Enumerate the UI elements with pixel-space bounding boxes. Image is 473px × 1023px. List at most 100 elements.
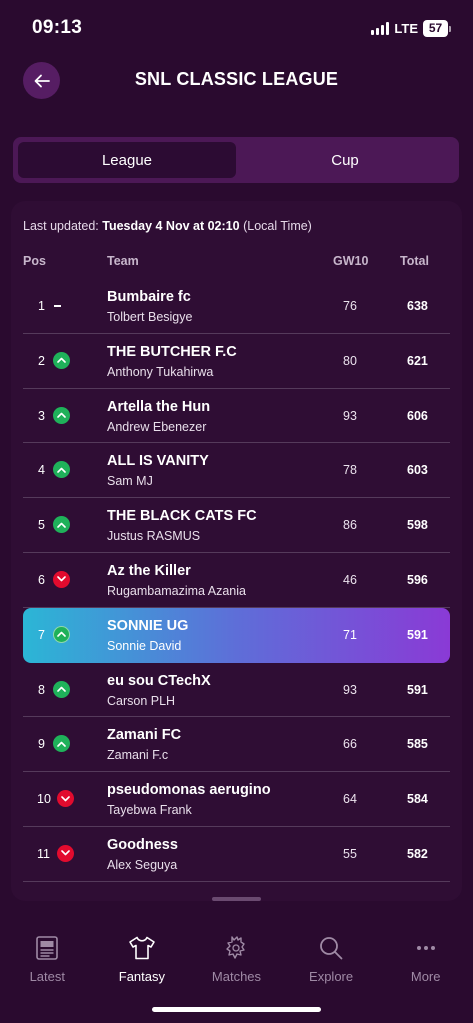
manager-name: Alex Seguya: [107, 857, 178, 872]
rank-position: 2: [38, 353, 45, 368]
total-points: 598: [407, 518, 428, 533]
last-updated-label: Last updated:: [23, 219, 99, 233]
manager-name: Tolbert Besigye: [107, 310, 193, 324]
table-row[interactable]: 4 ALL IS VANITY Sam MJ 78 603: [23, 443, 450, 499]
gameweek-points: 93: [343, 682, 357, 697]
table-row[interactable]: 5 THE BLACK CATS FC Justus RASMUS 86 598: [23, 498, 450, 553]
nav-fantasy[interactable]: Fantasy: [95, 925, 190, 995]
team-name: eu sou CTechX: [107, 672, 211, 689]
nav-more-label: More: [410, 969, 441, 984]
column-header-total: Total: [400, 254, 429, 268]
status-indicators: LTE 57: [371, 20, 451, 37]
rank-position: 4: [38, 463, 45, 478]
team-name: Az the Killer: [107, 562, 191, 579]
rank-position: 11: [37, 846, 50, 861]
rank-up-icon: [53, 516, 70, 534]
team-name: Zamani FC: [107, 727, 182, 744]
shirt-icon: [128, 935, 156, 961]
gameweek-points: 86: [343, 518, 357, 533]
total-points: 591: [407, 682, 428, 697]
team-name: Artella the Hun: [107, 398, 211, 415]
rank-up-icon: [53, 735, 70, 753]
team-name: Goodness: [107, 836, 178, 853]
nav-matches[interactable]: Matches: [189, 925, 284, 995]
manager-name: Justus RASMUS: [107, 529, 201, 544]
manager-name: Carson PLH: [107, 693, 176, 708]
status-bar: 09:13 LTE 57: [0, 0, 473, 56]
battery-level: 57: [423, 20, 448, 37]
manager-name: Sam MJ: [107, 474, 153, 489]
table-row[interactable]: 9 Zamani FC Zamani F.c 66 585: [23, 717, 450, 773]
tab-league[interactable]: League: [18, 142, 236, 178]
rank-up-icon: [53, 625, 70, 643]
rank-position: 9: [38, 737, 45, 752]
signal-icon: [371, 22, 390, 35]
last-updated: Last updated: Tuesday 4 Nov at 02:10 (Lo…: [23, 219, 312, 233]
gameweek-points: 71: [343, 627, 357, 642]
gameweek-points: 55: [343, 846, 357, 861]
total-points: 591: [407, 627, 428, 642]
total-points: 638: [407, 299, 428, 313]
column-header-pos: Pos: [23, 254, 46, 268]
table-row[interactable]: 11 Goodness Alex Seguya 55 582: [23, 827, 450, 882]
manager-name: Andrew Ebenezer: [107, 419, 207, 434]
status-time: 09:13: [32, 17, 83, 38]
rank-down-icon: [57, 790, 74, 808]
last-updated-value: Tuesday 4 Nov at 02:10: [102, 219, 240, 233]
team-name: pseudomonas aerugino: [107, 782, 271, 799]
table-row[interactable]: 10 pseudomonas aerugino Tayebwa Frank 64 584: [23, 772, 450, 827]
network-type: LTE: [394, 21, 418, 36]
rank-position: 7: [38, 627, 45, 642]
last-updated-suffix: (Local Time): [243, 219, 312, 233]
team-name: SONNIE UG: [107, 617, 189, 634]
table-row[interactable]: 2 THE BUTCHER F.C Anthony Tukahirwa 80 621: [23, 334, 450, 389]
rank-position: 1: [38, 299, 45, 313]
standings-card: [11, 201, 462, 901]
total-points: 584: [407, 792, 428, 807]
battery-icon: 57: [423, 20, 451, 37]
nav-explore-label: Explore: [309, 969, 354, 984]
nav-explore[interactable]: Explore: [284, 925, 379, 995]
manager-name: Sonnie David: [107, 638, 182, 653]
table-row[interactable]: 8 eu sou CTechX Carson PLH 93 591: [23, 663, 450, 718]
rank-position: 10: [37, 792, 51, 807]
total-points: 582: [407, 846, 428, 861]
manager-name: Tayebwa Frank: [107, 803, 192, 818]
tab-cup[interactable]: Cup: [331, 151, 359, 169]
scroll-grabber[interactable]: [212, 897, 261, 901]
arrow-left-icon: [34, 74, 50, 87]
manager-name: Rugambamazima Azania: [107, 583, 246, 598]
table-row[interactable]: 3 Artella the Hun Andrew Ebenezer 93 606: [23, 389, 450, 444]
nav-matches-label: Matches: [211, 969, 262, 984]
nav-latest-label: Latest: [29, 969, 65, 984]
total-points: 585: [407, 737, 428, 752]
table-row-my-team[interactable]: 7 SONNIE UG Sonnie David 71 591: [23, 607, 450, 663]
rank-same-icon: [53, 305, 62, 307]
total-points: 596: [407, 572, 428, 587]
rank-down-icon: [57, 844, 74, 862]
manager-name: Zamani F.c: [107, 748, 169, 763]
nav-latest[interactable]: Latest: [0, 925, 95, 995]
gameweek-points: 46: [343, 572, 357, 587]
page-title: SNL CLASSIC LEAGUE: [134, 69, 339, 89]
lion-icon: [224, 935, 248, 961]
league-cup-toggle: League Cup: [13, 137, 459, 183]
gameweek-points: 78: [343, 463, 357, 478]
gameweek-points: 80: [343, 353, 357, 368]
table-row[interactable]: 1 Bumbaire fc Tolbert Besigye 76 638: [23, 279, 450, 334]
more-dots-icon: [416, 935, 436, 961]
home-indicator: [152, 1007, 321, 1012]
rank-up-icon: [53, 406, 70, 424]
nav-fantasy-label: Fantasy: [118, 969, 166, 984]
table-row[interactable]: 6 Az the Killer Rugambamazima Azania 46 596: [23, 553, 450, 608]
standings-table: 1 Bumbaire fc Tolbert Besigye 76 638 2 THE BUT…: [23, 279, 450, 882]
rank-down-icon: [53, 570, 70, 588]
gameweek-points: 93: [343, 408, 357, 423]
team-name: THE BUTCHER F.C: [107, 343, 237, 360]
column-header-gw: GW10: [333, 254, 369, 268]
nav-more[interactable]: More: [378, 925, 473, 995]
bottom-nav: Latest Fantasy Matches Explore More: [0, 925, 473, 995]
back-button[interactable]: [23, 62, 60, 99]
rank-position: 3: [38, 408, 45, 423]
gameweek-points: 64: [343, 792, 357, 807]
